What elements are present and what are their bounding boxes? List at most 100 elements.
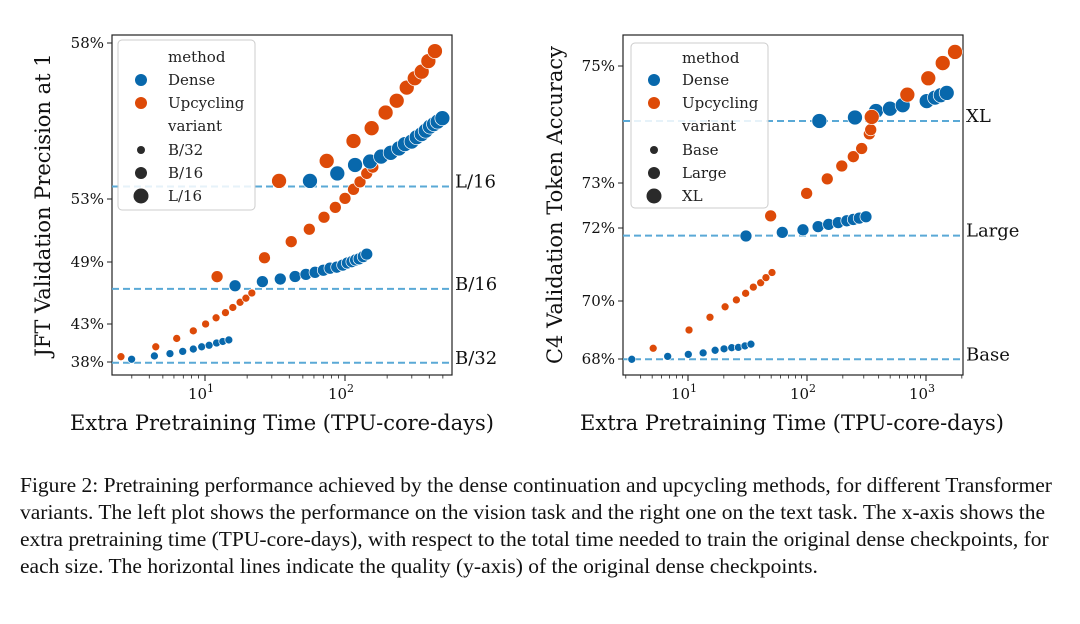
point-upcycling-base bbox=[732, 295, 741, 305]
point-upcycling-large bbox=[846, 150, 860, 164]
point-dense-b32 bbox=[204, 340, 214, 350]
point-upcycling-base bbox=[648, 343, 658, 353]
point-dense-l16 bbox=[329, 165, 346, 182]
legend-title-method: method bbox=[682, 49, 740, 67]
point-dense-base bbox=[710, 345, 720, 355]
reference-line-label: Large bbox=[966, 221, 1019, 242]
legend-upcycling-marker bbox=[648, 97, 660, 109]
point-dense-b32 bbox=[165, 349, 175, 358]
reference-line-label: L/16 bbox=[455, 172, 496, 193]
x-axis-label: Extra Pretraining Time (TPU-core-days) bbox=[70, 411, 494, 435]
point-upcycling-large bbox=[855, 142, 869, 155]
x-tick-base: 10 bbox=[188, 385, 207, 403]
legend-large-marker bbox=[648, 167, 660, 179]
point-upcycling-base bbox=[748, 282, 758, 292]
point-upcycling-b16 bbox=[317, 210, 331, 224]
point-upcycling-large bbox=[820, 172, 834, 186]
reference-line-label: B/16 bbox=[455, 274, 497, 295]
point-upcycling-base bbox=[720, 302, 730, 312]
point-dense-large bbox=[739, 229, 753, 243]
point-upcycling-xl bbox=[947, 44, 963, 60]
point-dense-b16 bbox=[288, 270, 302, 283]
x-tick-exponent: 1 bbox=[690, 382, 697, 395]
y-tick-label: 38% bbox=[71, 353, 104, 371]
point-dense-b16 bbox=[256, 275, 269, 288]
point-dense-b32 bbox=[178, 347, 188, 356]
point-dense-b32 bbox=[224, 335, 234, 345]
point-upcycling-xl bbox=[934, 55, 951, 71]
legend-dense-marker bbox=[135, 74, 147, 86]
legend-dense-marker bbox=[648, 74, 660, 86]
point-upcycling-l16 bbox=[271, 173, 287, 189]
legend-upcycling: Upcycling bbox=[682, 94, 759, 112]
point-upcycling-b32 bbox=[188, 326, 198, 336]
x-tick-label: 103 bbox=[909, 382, 935, 403]
x-tick-base: 10 bbox=[909, 385, 928, 403]
point-upcycling-b32 bbox=[116, 352, 126, 362]
point-upcycling-l16 bbox=[377, 104, 394, 121]
point-dense-large bbox=[811, 220, 825, 233]
x-tick-exponent: 2 bbox=[347, 382, 354, 395]
point-upcycling-b16 bbox=[284, 235, 298, 249]
point-upcycling-base bbox=[767, 268, 777, 277]
point-upcycling-l16 bbox=[427, 43, 443, 59]
point-upcycling-b32 bbox=[151, 342, 161, 352]
legend-l16-marker bbox=[133, 188, 149, 204]
y-tick-label: 58% bbox=[71, 34, 104, 52]
point-upcycling-l16 bbox=[318, 153, 335, 169]
legend: method Dense Upcycling variant B/32 B/16… bbox=[117, 39, 256, 211]
y-tick-label: 43% bbox=[71, 315, 104, 333]
legend-dense: Dense bbox=[168, 71, 215, 89]
legend-base-marker bbox=[650, 146, 658, 154]
point-dense-b32 bbox=[188, 344, 198, 354]
legend-xl: XL bbox=[682, 187, 703, 205]
x-tick-label: 102 bbox=[790, 382, 816, 403]
point-upcycling-base bbox=[705, 312, 715, 322]
point-upcycling-b32 bbox=[211, 313, 221, 323]
x-tick-label: 101 bbox=[188, 382, 214, 403]
point-dense-xl bbox=[847, 109, 863, 126]
legend-b16-marker bbox=[135, 167, 147, 179]
point-upcycling-b16 bbox=[338, 192, 352, 205]
point-upcycling-base bbox=[684, 325, 694, 335]
point-upcycling-xl bbox=[863, 109, 880, 125]
point-upcycling-b16 bbox=[210, 270, 224, 284]
legend-base: Base bbox=[682, 141, 719, 159]
reference-line-label: Base bbox=[966, 344, 1010, 365]
x-tick-exponent: 1 bbox=[207, 382, 214, 395]
point-upcycling-large bbox=[800, 187, 813, 200]
point-dense-large bbox=[775, 226, 789, 239]
point-dense-base bbox=[683, 350, 693, 359]
point-upcycling-b32 bbox=[235, 297, 245, 307]
point-dense-b32 bbox=[127, 354, 136, 364]
point-upcycling-xl bbox=[899, 86, 916, 103]
y-tick-label: 73% bbox=[582, 174, 615, 192]
figure-caption: Figure 2: Pretraining performance achiev… bbox=[20, 473, 1052, 578]
x-axis-label: Extra Pretraining Time (TPU-core-days) bbox=[580, 411, 1004, 435]
reference-line-label: B/32 bbox=[455, 348, 497, 369]
legend-b32-marker bbox=[137, 146, 145, 154]
plot-frame bbox=[111, 34, 453, 376]
point-upcycling-b16 bbox=[353, 175, 367, 189]
point-dense-xl bbox=[811, 113, 828, 129]
y-tick-label: 68% bbox=[582, 350, 615, 368]
legend-box bbox=[117, 39, 256, 211]
point-upcycling-b32 bbox=[247, 288, 257, 298]
y-axis-label: JFT Validation Precision at 1 bbox=[31, 53, 55, 358]
plot-frame bbox=[622, 34, 964, 376]
legend-title-variant: variant bbox=[681, 117, 736, 135]
point-dense-b16 bbox=[228, 279, 242, 293]
y-axis-label: C4 Validation Token Accuracy bbox=[543, 46, 567, 364]
y-tick-label: 75% bbox=[582, 57, 615, 75]
point-dense-b16 bbox=[273, 272, 287, 286]
point-dense-large bbox=[796, 223, 810, 237]
point-upcycling-b32 bbox=[221, 308, 230, 317]
point-upcycling-xl bbox=[920, 70, 937, 87]
x-tick-label: 101 bbox=[671, 382, 697, 403]
point-upcycling-b16 bbox=[328, 200, 342, 214]
point-upcycling-base bbox=[756, 278, 766, 288]
point-dense-l16 bbox=[302, 173, 318, 189]
